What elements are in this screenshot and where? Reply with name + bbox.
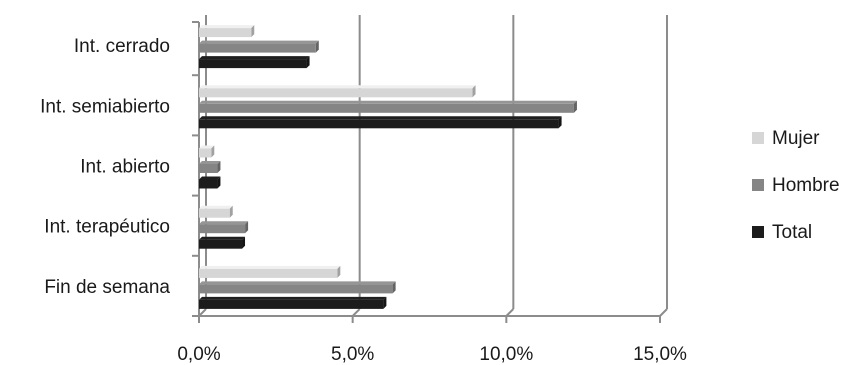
legend-swatch [752,179,764,191]
bar [199,265,341,278]
legend-label: Mujer [772,128,820,149]
bar [199,116,562,129]
bar [199,296,387,309]
bar [199,40,319,53]
category-label: Int. cerrado [74,36,170,57]
legend-label: Total [772,222,812,243]
x-tick-label: 0,0% [177,344,220,365]
x-tick-label: 10,0% [479,344,533,365]
category-label: Fin de semana [44,277,170,298]
gridline-floor [505,308,515,317]
bar [199,145,215,158]
bar [199,25,255,38]
category-label: Int. terapéutico [44,217,170,238]
legend: Mujer Hombre Total [752,128,840,243]
category-label: Int. abierto [80,157,170,178]
x-tick-label: 5,0% [331,344,374,365]
gridline-floor [351,308,361,317]
gridline-floor [659,308,668,317]
bar [199,85,476,98]
bar [199,100,577,113]
x-tick-labels: 0,0% 5,0% 10,0% 15,0% [177,344,687,365]
legend-swatch [752,132,764,144]
bar [199,281,396,294]
bar [199,176,221,189]
x-tick-label: 15,0% [633,344,687,365]
legend-item: Hombre [752,175,840,196]
bar [199,205,233,218]
bar [199,161,221,173]
bar [199,221,249,234]
gridline-floor [198,308,207,317]
bar [199,236,246,249]
legend-label: Hombre [772,175,840,196]
bars [199,25,577,309]
legend-item: Mujer [752,128,820,149]
legend-swatch [752,226,764,238]
category-labels: Int. cerrado Int. semiabierto Int. abierto… [40,36,170,298]
category-label: Int. semiabierto [40,96,170,117]
legend-item: Total [752,222,812,243]
bar [199,56,310,69]
